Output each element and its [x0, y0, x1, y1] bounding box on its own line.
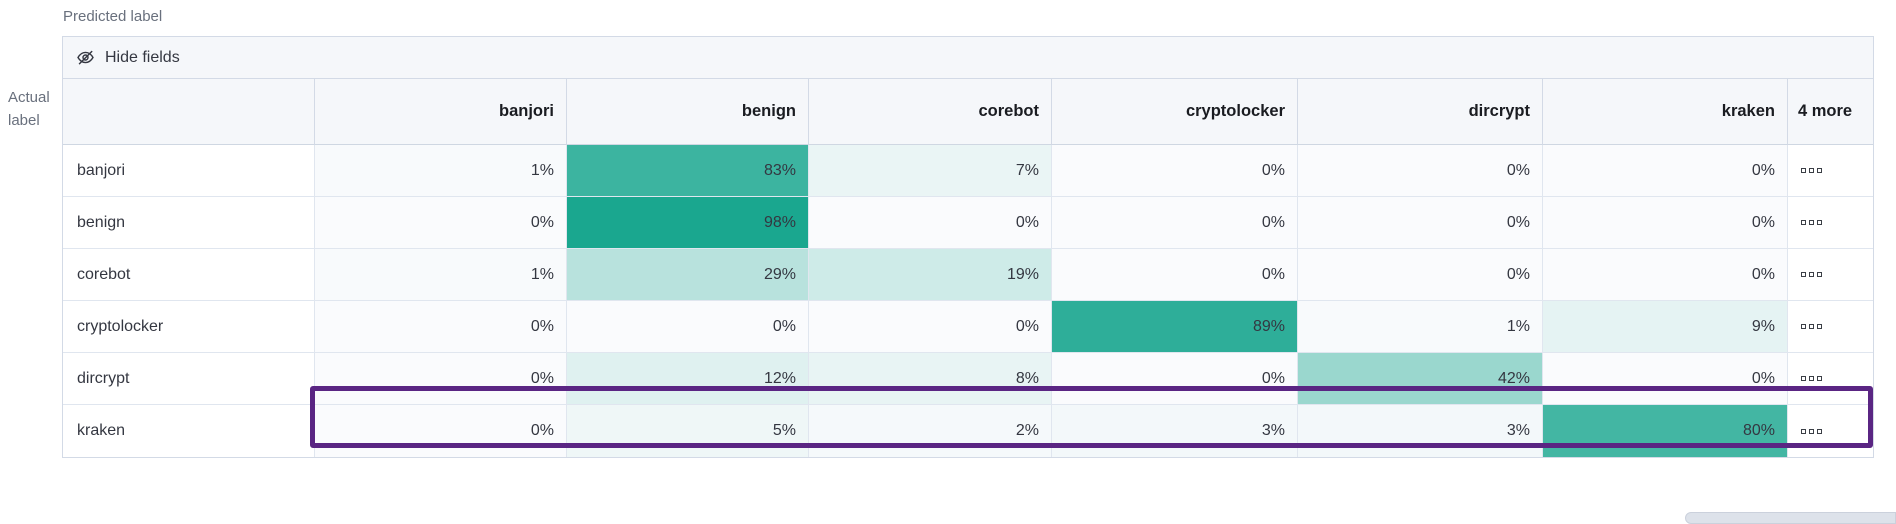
matrix-cell-benign-benign[interactable]: 98% [566, 197, 808, 249]
matrix-cell-kraken-cryptolocker[interactable]: 3% [1051, 405, 1297, 457]
column-header-banjori[interactable]: banjori [314, 79, 566, 145]
row-label-corebot[interactable]: corebot [63, 249, 314, 301]
boxes-horizontal-icon [1801, 324, 1806, 329]
matrix-cell-benign-kraken[interactable]: 0% [1542, 197, 1787, 249]
matrix-cell-dircrypt-benign[interactable]: 12% [566, 353, 808, 405]
row-label-kraken[interactable]: kraken [63, 405, 314, 457]
matrix-cell-corebot-kraken[interactable]: 0% [1542, 249, 1787, 301]
matrix-cell-dircrypt-banjori[interactable]: 0% [314, 353, 566, 405]
boxes-horizontal-icon [1801, 428, 1806, 434]
column-header-kraken[interactable]: kraken [1542, 79, 1787, 145]
row-actions-button[interactable] [1787, 249, 1873, 301]
header-corner-cell [63, 79, 314, 145]
matrix-cell-cryptolocker-kraken[interactable]: 9% [1542, 301, 1787, 353]
boxes-horizontal-icon [1809, 272, 1814, 277]
boxes-horizontal-icon [1801, 168, 1806, 173]
boxes-horizontal-icon [1817, 168, 1822, 173]
row-actions-button[interactable] [1787, 301, 1873, 353]
matrix-cell-banjori-corebot[interactable]: 7% [808, 145, 1051, 197]
column-header-corebot[interactable]: corebot [808, 79, 1051, 145]
hide-fields-label: Hide fields [105, 48, 180, 66]
matrix-cell-dircrypt-cryptolocker[interactable]: 0% [1051, 353, 1297, 405]
row-label-dircrypt[interactable]: dircrypt [63, 353, 314, 405]
matrix-cell-banjori-benign[interactable]: 83% [566, 145, 808, 197]
actual-label-line1: Actual [8, 89, 50, 106]
actual-label-line2: label [8, 112, 40, 130]
matrix-cell-cryptolocker-dircrypt[interactable]: 1% [1297, 301, 1542, 353]
actual-label: Actual label [8, 86, 50, 133]
row-actions-button[interactable] [1787, 353, 1873, 405]
matrix-cell-corebot-banjori[interactable]: 1% [314, 249, 566, 301]
matrix-cell-corebot-corebot[interactable]: 19% [808, 249, 1051, 301]
hide-fields-button[interactable]: Hide fields [76, 48, 180, 67]
column-header-dircrypt[interactable]: dircrypt [1297, 79, 1542, 145]
boxes-horizontal-icon [1817, 428, 1822, 434]
eye-closed-icon [76, 48, 95, 67]
matrix-cell-banjori-cryptolocker[interactable]: 0% [1051, 145, 1297, 197]
boxes-horizontal-icon [1809, 168, 1814, 173]
matrix-cell-benign-dircrypt[interactable]: 0% [1297, 197, 1542, 249]
matrix-cell-benign-banjori[interactable]: 0% [314, 197, 566, 249]
horizontal-scrollbar[interactable] [1685, 512, 1896, 524]
matrix-cell-cryptolocker-benign[interactable]: 0% [566, 301, 808, 353]
boxes-horizontal-icon [1817, 324, 1822, 329]
confusion-matrix-panel: Hide fields banjori benign corebot cryptolo… [62, 36, 1874, 458]
column-header-more[interactable]: 4 more [1787, 79, 1873, 145]
matrix-cell-benign-corebot[interactable]: 0% [808, 197, 1051, 249]
row-label-cryptolocker[interactable]: cryptolocker [63, 301, 314, 353]
boxes-horizontal-icon [1801, 272, 1806, 277]
matrix-cell-kraken-dircrypt[interactable]: 3% [1297, 405, 1542, 457]
boxes-horizontal-icon [1801, 376, 1806, 381]
row-actions-button[interactable] [1787, 405, 1873, 457]
matrix-cell-kraken-banjori[interactable]: 0% [314, 405, 566, 457]
row-label-benign[interactable]: benign [63, 197, 314, 249]
boxes-horizontal-icon [1817, 376, 1822, 381]
boxes-horizontal-icon [1809, 324, 1814, 329]
matrix-cell-benign-cryptolocker[interactable]: 0% [1051, 197, 1297, 249]
matrix-cell-corebot-dircrypt[interactable]: 0% [1297, 249, 1542, 301]
matrix-cell-dircrypt-kraken[interactable]: 0% [1542, 353, 1787, 405]
boxes-horizontal-icon [1809, 428, 1814, 434]
matrix-cell-cryptolocker-cryptolocker[interactable]: 89% [1051, 301, 1297, 353]
matrix-cell-cryptolocker-corebot[interactable]: 0% [808, 301, 1051, 353]
matrix-cell-dircrypt-corebot[interactable]: 8% [808, 353, 1051, 405]
matrix-cell-banjori-kraken[interactable]: 0% [1542, 145, 1787, 197]
boxes-horizontal-icon [1817, 220, 1822, 225]
matrix-cell-corebot-benign[interactable]: 29% [566, 249, 808, 301]
matrix-cell-dircrypt-dircrypt[interactable]: 42% [1297, 353, 1542, 405]
matrix-cell-kraken-corebot[interactable]: 2% [808, 405, 1051, 457]
column-header-benign[interactable]: benign [566, 79, 808, 145]
predicted-label: Predicted label [63, 8, 163, 25]
grid-controls-row: Hide fields [63, 37, 1873, 79]
boxes-horizontal-icon [1809, 220, 1814, 225]
matrix-cell-kraken-kraken[interactable]: 80% [1542, 405, 1787, 457]
boxes-horizontal-icon [1809, 376, 1814, 381]
matrix-cell-banjori-banjori[interactable]: 1% [314, 145, 566, 197]
row-actions-button[interactable] [1787, 145, 1873, 197]
row-label-banjori[interactable]: banjori [63, 145, 314, 197]
matrix-cell-cryptolocker-banjori[interactable]: 0% [314, 301, 566, 353]
confusion-matrix-grid: banjori benign corebot cryptolocker dircrypt… [63, 79, 1873, 457]
boxes-horizontal-icon [1801, 220, 1806, 225]
matrix-cell-kraken-benign[interactable]: 5% [566, 405, 808, 457]
boxes-horizontal-icon [1817, 272, 1822, 277]
matrix-cell-corebot-cryptolocker[interactable]: 0% [1051, 249, 1297, 301]
column-header-cryptolocker[interactable]: cryptolocker [1051, 79, 1297, 145]
matrix-cell-banjori-dircrypt[interactable]: 0% [1297, 145, 1542, 197]
row-actions-button[interactable] [1787, 197, 1873, 249]
